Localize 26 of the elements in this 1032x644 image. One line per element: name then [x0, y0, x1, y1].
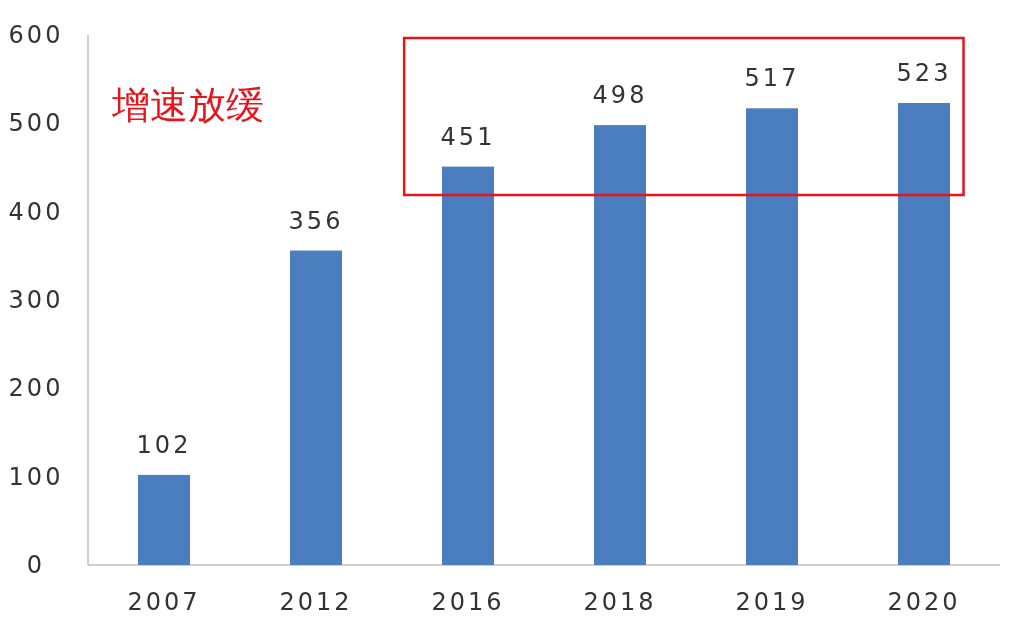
bar: [138, 474, 190, 565]
x-tick-label: 2018: [583, 588, 657, 616]
bar: [746, 108, 798, 565]
x-tick-label: 2019: [735, 588, 809, 616]
data-label: 451: [440, 122, 496, 151]
y-tick-label: 100: [8, 462, 64, 491]
y-tick-label: 200: [8, 374, 64, 403]
bar: [898, 103, 950, 565]
bar: [594, 125, 646, 565]
data-label: 498: [592, 81, 648, 110]
x-tick-label: 2020: [887, 588, 961, 616]
bar: [442, 166, 494, 565]
y-tick-label: 600: [8, 21, 64, 49]
data-label: 523: [896, 59, 952, 88]
y-tick-label: 0: [26, 551, 46, 579]
data-label: 517: [744, 64, 800, 93]
x-tick-label: 2012: [279, 588, 353, 616]
x-tick-label: 2016: [431, 588, 505, 616]
data-label: 102: [136, 430, 192, 459]
y-tick-label: 300: [8, 286, 64, 314]
x-tick-label: 2007: [127, 588, 201, 616]
y-tick-label: 400: [8, 197, 64, 226]
data-label: 356: [288, 206, 344, 235]
bar: [290, 250, 342, 565]
annotation: 增速放缓: [111, 83, 264, 127]
y-tick-label: 500: [8, 109, 64, 138]
